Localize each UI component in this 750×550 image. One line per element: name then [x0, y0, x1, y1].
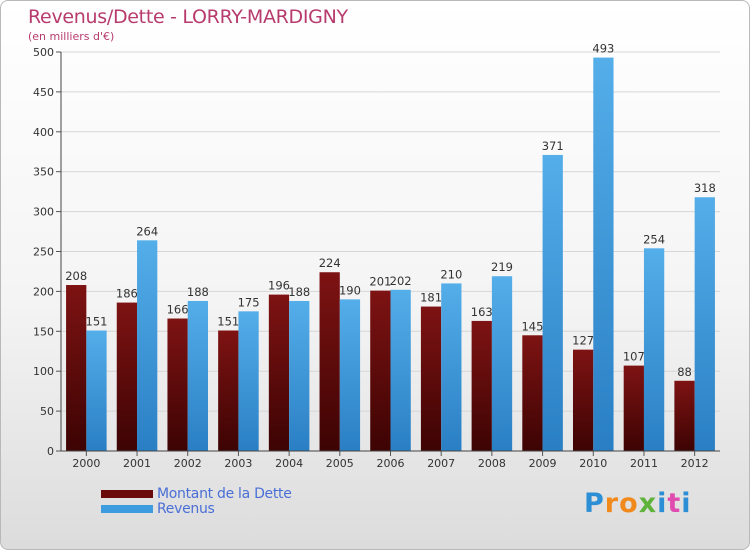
bar-dette: [218, 330, 239, 451]
bar-dette: [319, 272, 340, 451]
x-tick-label: 2001: [123, 457, 151, 470]
x-tick-label: 2004: [275, 457, 303, 470]
data-label-dette: 186: [116, 287, 138, 301]
data-label-revenus: 175: [238, 295, 260, 309]
y-tick-label: 100: [33, 365, 54, 378]
data-label-dette: 88: [677, 365, 692, 379]
bar-revenus: [593, 57, 614, 451]
bar-revenus: [643, 248, 665, 451]
data-label-dette: 107: [623, 350, 645, 364]
y-tick-label: 300: [33, 206, 54, 219]
x-tick-label: 2012: [681, 457, 709, 470]
x-tick-label: 2009: [529, 457, 557, 470]
bar-revenus: [441, 283, 462, 451]
legend-label-dette: Montant de la Dette: [157, 486, 292, 502]
logo-letter: o: [619, 488, 639, 519]
logo-letter: P: [584, 488, 605, 519]
y-tick-label: 250: [33, 246, 54, 259]
y-tick-label: 350: [33, 166, 54, 179]
bar-revenus: [694, 197, 715, 451]
data-label-revenus: 190: [339, 283, 361, 297]
data-label-revenus: 318: [694, 181, 716, 195]
x-tick-label: 2006: [377, 457, 405, 470]
bar-revenus: [238, 311, 259, 451]
data-label-dette: 145: [521, 319, 543, 333]
bar-revenus: [187, 300, 209, 451]
bar-dette: [167, 318, 188, 451]
bar-revenus: [137, 240, 158, 451]
x-tick-label: 2011: [630, 457, 658, 470]
legend-label-revenus: Revenus: [157, 501, 215, 517]
x-tick-label: 2000: [72, 457, 100, 470]
bar-revenus: [390, 289, 411, 451]
data-label-dette: 151: [217, 315, 239, 329]
bar-revenus: [339, 299, 361, 451]
bar-dette: [370, 290, 391, 451]
data-label-dette: 196: [268, 279, 290, 293]
legend-swatch-dette: [101, 490, 153, 498]
logo-letter: r: [604, 488, 620, 519]
bar-revenus: [86, 330, 107, 451]
bar-dette: [572, 349, 594, 451]
y-tick-label: 150: [33, 325, 54, 338]
bar-dette: [268, 294, 290, 451]
y-tick-label: 50: [40, 405, 54, 418]
bar-dette: [471, 320, 492, 451]
data-label-revenus: 264: [136, 224, 158, 238]
legend-swatch-revenus: [101, 505, 153, 513]
y-tick-label: 200: [33, 285, 54, 298]
data-label-revenus: 151: [86, 315, 108, 329]
data-label-revenus: 210: [440, 267, 462, 281]
data-label-dette: 208: [65, 269, 87, 283]
data-label-dette: 201: [369, 275, 391, 289]
y-tick-label: 500: [33, 46, 54, 59]
y-tick-label: 450: [33, 86, 54, 99]
bar-dette: [674, 380, 695, 451]
bar-dette: [420, 306, 442, 451]
x-tick-label: 2005: [326, 457, 354, 470]
logo-letter: i: [657, 488, 668, 519]
proxiti-logo: Proxiti: [584, 488, 692, 519]
logo-letter: i: [681, 488, 692, 519]
bar-dette: [66, 285, 87, 451]
x-tick-label: 2008: [478, 457, 506, 470]
logo-letter: t: [667, 488, 682, 519]
data-label-revenus: 188: [187, 285, 209, 299]
x-tick-label: 2007: [427, 457, 455, 470]
data-label-revenus: 202: [390, 274, 412, 288]
bar-dette: [116, 302, 138, 451]
x-tick-label: 2003: [224, 457, 252, 470]
bar-revenus: [542, 154, 563, 451]
bar-revenus: [491, 276, 513, 451]
logo-letter: x: [638, 488, 658, 519]
x-tick-label: 2002: [174, 457, 202, 470]
data-label-dette: 127: [572, 334, 594, 348]
data-label-dette: 224: [319, 256, 341, 270]
data-label-revenus: 254: [643, 232, 665, 246]
data-label-revenus: 371: [542, 139, 564, 153]
chart-title: Revenus/Dette - LORRY-MARDIGNY: [28, 6, 348, 28]
bar-dette: [522, 335, 543, 451]
bar-dette: [623, 365, 644, 451]
data-label-dette: 181: [420, 291, 442, 305]
chart-subtitle: (en milliers d'€): [28, 30, 115, 43]
data-label-revenus: 219: [491, 260, 513, 274]
data-label-dette: 166: [167, 303, 189, 317]
data-label-dette: 163: [471, 305, 493, 319]
data-label-revenus: 188: [288, 285, 310, 299]
data-label-revenus: 493: [592, 42, 614, 56]
y-tick-label: 400: [33, 126, 54, 139]
y-tick-label: 0: [47, 445, 54, 458]
bar-revenus: [289, 300, 310, 451]
x-tick-label: 2010: [579, 457, 607, 470]
